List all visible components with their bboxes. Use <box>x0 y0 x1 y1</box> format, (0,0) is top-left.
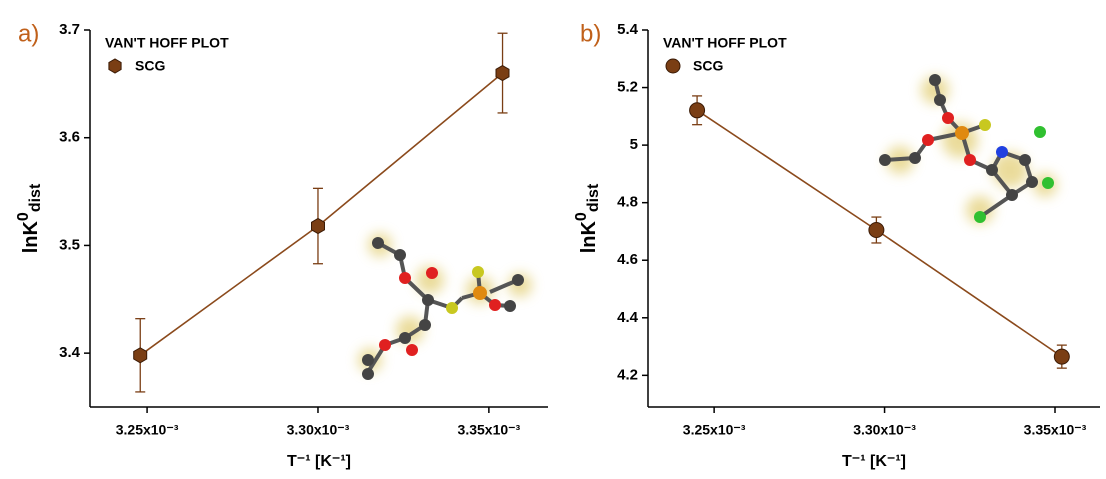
y-label-main: lnK <box>20 221 42 254</box>
figure: a) 3.4 3.5 3.6 3.7 3.25x10⁻³ 3.30x10⁻³ 3.35x10⁻… <box>0 0 1106 474</box>
y-tick-label: 5 <box>630 136 638 153</box>
x-tick-label: 3.25x10⁻³ <box>683 422 746 438</box>
y-label-sub: dist <box>27 183 44 212</box>
marker <box>496 66 509 81</box>
y-tick-label: 5.4 <box>617 21 639 38</box>
y-axis-label: lnK0dist <box>573 183 602 253</box>
x-tick-label: 3.25x10⁻³ <box>116 422 179 438</box>
legend-label: SCG <box>135 58 165 74</box>
y-label-sup: 0 <box>15 212 32 221</box>
y-tick-label: 4.4 <box>617 309 639 326</box>
legend-marker <box>109 59 121 73</box>
marker <box>312 219 325 234</box>
y-label-sup: 0 <box>573 212 590 221</box>
panel-label: b) <box>580 20 601 47</box>
y-tick-label: 5.2 <box>617 79 638 96</box>
panel-label: a) <box>18 20 39 47</box>
legend-title: VAN'T HOFF PLOT <box>105 35 229 51</box>
y-label-main: lnK <box>578 221 600 254</box>
marker <box>134 348 147 363</box>
y-tick-label: 3.5 <box>59 236 80 253</box>
x-tick-label: 3.35x10⁻³ <box>1024 422 1087 438</box>
series-line <box>140 73 502 355</box>
legend-marker <box>666 59 680 73</box>
x-tick-label: 3.35x10⁻³ <box>458 422 521 438</box>
y-tick-label: 3.7 <box>59 21 80 38</box>
legend-label: SCG <box>693 58 723 74</box>
molecule-illustration <box>358 233 532 380</box>
marker <box>869 223 884 238</box>
legend-title: VAN'T HOFF PLOT <box>663 35 787 51</box>
marker <box>1054 349 1069 364</box>
y-tick-label: 4.6 <box>617 251 638 268</box>
y-axis-label: lnK0dist <box>15 183 44 253</box>
x-axis-label: T⁻¹ [K⁻¹] <box>287 453 351 470</box>
y-tick-label: 3.4 <box>59 344 81 361</box>
y-tick-label: 4.2 <box>617 366 638 383</box>
molecule-illustration <box>879 74 1057 224</box>
y-tick-label: 3.6 <box>59 129 80 146</box>
x-tick-label: 3.30x10⁻³ <box>853 422 916 438</box>
y-label-sub: dist <box>585 183 602 212</box>
x-axis-label: T⁻¹ [K⁻¹] <box>842 453 906 470</box>
y-tick-label: 4.8 <box>617 194 638 211</box>
marker <box>690 103 705 118</box>
x-tick-label: 3.30x10⁻³ <box>287 422 350 438</box>
